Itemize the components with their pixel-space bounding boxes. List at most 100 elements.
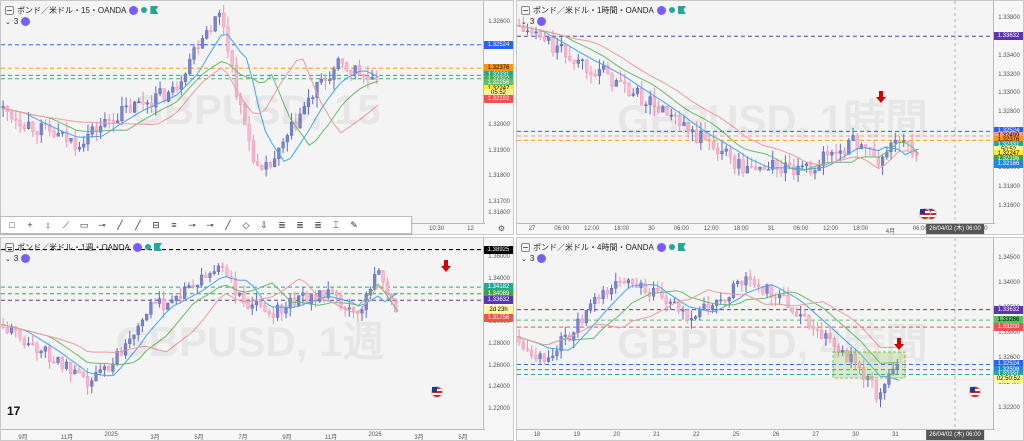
drawing-tool-icon[interactable]: ↕: [45, 220, 51, 230]
drawing-tool-icon[interactable]: ⊸: [188, 219, 196, 230]
drawing-tool-icon[interactable]: ⊸: [98, 219, 106, 230]
chart-canvas-1h[interactable]: [517, 1, 995, 225]
indicator-count[interactable]: 3: [13, 254, 19, 263]
time-axis[interactable]: 9月 11月 2025 3月 5月 7月 9月 11月 2026 3月 5月: [1, 429, 485, 440]
candle: [807, 315, 811, 328]
chart-pane-15m[interactable]: GBPUSD, 15 ポンド／米ドル・15・OANDA ⌄ 3 1.32600 1…: [0, 0, 514, 235]
symbol-title[interactable]: ポンド／米ドル・1時間・OANDA: [533, 5, 654, 15]
time-label: 9月: [282, 435, 292, 441]
indicator-count[interactable]: 3: [13, 17, 19, 26]
chart-pane-4h[interactable]: GBPUSD, 4時間 ポンド／米ドル・4時間・OANDA ⌄ 3 1.3450…: [516, 237, 1024, 441]
price-tag: 2d 23h: [484, 306, 513, 315]
time-axis[interactable]: 27 06:00 12:00 18:00 30 06:00 12:00 18:00 31 06:0…: [517, 223, 995, 234]
candle: [149, 301, 153, 315]
price-axis[interactable]: 1.345001.340001.335001.330001.326001.324…: [993, 238, 1023, 440]
candle: [5, 327, 9, 334]
candle: [711, 141, 716, 149]
flag-icon[interactable]: [153, 243, 162, 251]
chart-header[interactable]: ポンド／米ドル・15・OANDA: [5, 3, 159, 17]
flag-icon[interactable]: [150, 6, 159, 14]
drawing-tool-icon[interactable]: +: [27, 220, 33, 230]
candle: [589, 72, 593, 75]
drawing-toolbar[interactable]: □ + ↕ ⟋ ▭ ⊸ ╱ ╱ ⊟ ≡ ⊸ ⊸ ╱ ◇ ⇩ ≣ ≣ ≣ ⌶ ✎: [0, 216, 412, 234]
chevron-down-icon[interactable]: ⌄: [5, 255, 11, 263]
chart-canvas-4h[interactable]: [517, 238, 995, 431]
candle: [593, 74, 597, 77]
candle: [349, 70, 353, 74]
candle: [60, 357, 64, 369]
compare-icon[interactable]: [5, 242, 14, 252]
candle: [661, 106, 665, 113]
chevron-down-icon[interactable]: ⌄: [521, 18, 527, 26]
symbol-title[interactable]: ポンド／米ドル・1週・OANDA: [17, 242, 130, 252]
chart-header[interactable]: ポンド／米ドル・1時間・OANDA: [521, 3, 686, 17]
price-axis[interactable]: 1.326001.324001.322001.321001.320001.319…: [483, 1, 513, 234]
price-axis[interactable]: 1.360001.340001.320001.300001.280001.260…: [483, 238, 513, 440]
compare-icon[interactable]: [521, 5, 530, 15]
indicator-count[interactable]: 3: [529, 254, 535, 263]
candle: [123, 343, 128, 356]
candle: [275, 304, 280, 318]
drawing-tool-icon[interactable]: □: [9, 220, 15, 230]
price-tag: 1.32166: [994, 160, 1023, 169]
price-tag: 1.33286: [994, 316, 1023, 325]
candle: [769, 284, 773, 298]
drawing-tool-icon[interactable]: ╱: [225, 219, 231, 230]
chart-pane-1h[interactable]: GBPUSD, 1時間 ポンド／米ドル・1時間・OANDA ⌄ 3 1.3380…: [516, 0, 1024, 235]
candle: [157, 298, 161, 304]
candle: [593, 296, 597, 305]
drawing-tool-icon[interactable]: ⇩: [260, 219, 268, 230]
drawing-tool-icon[interactable]: ╱: [117, 219, 123, 230]
chevron-down-icon[interactable]: ⌄: [5, 18, 11, 26]
price-axis[interactable]: 1.338001.336001.334001.332001.330001.328…: [993, 1, 1023, 234]
drawing-tool-icon[interactable]: ≣: [296, 219, 304, 230]
candle: [741, 159, 745, 174]
chevron-down-icon[interactable]: ⌄: [521, 255, 527, 263]
indicator-count[interactable]: 3: [529, 17, 535, 26]
flag-icon[interactable]: [677, 243, 686, 251]
drawing-tool-icon[interactable]: ≡: [171, 220, 177, 230]
indicator-row[interactable]: ⌄ 3: [5, 17, 31, 26]
drawing-tool-icon[interactable]: ╱: [135, 219, 141, 230]
time-label: 12: [467, 226, 474, 232]
candle: [914, 153, 919, 156]
drawing-tool-icon[interactable]: ◇: [242, 219, 250, 230]
flag-us-icon[interactable]: [919, 208, 931, 220]
drawing-tool-icon[interactable]: ✎: [350, 219, 358, 230]
chart-canvas-1w[interactable]: [1, 238, 485, 431]
indicator-row[interactable]: ⌄ 3: [5, 254, 31, 263]
drawing-tool-icon[interactable]: ⊟: [152, 219, 160, 230]
symbol-title[interactable]: ポンド／米ドル・15・OANDA: [17, 5, 127, 15]
flag-us-icon[interactable]: [969, 386, 981, 398]
chart-header[interactable]: ポンド／米ドル・4時間・OANDA: [521, 240, 686, 254]
drawing-tool-icon[interactable]: ⟋: [62, 219, 70, 230]
drawing-tool-icon[interactable]: ⌶: [333, 219, 339, 230]
price-tag: 1.32196: [994, 155, 1023, 164]
drawing-tool-icon[interactable]: ≣: [278, 219, 286, 230]
candle: [748, 276, 752, 280]
indicator-row[interactable]: ⌄ 3: [521, 17, 547, 26]
candle: [230, 50, 234, 67]
price-label: 1.32600: [998, 354, 1020, 361]
candle: [323, 78, 328, 81]
drawing-tool-icon[interactable]: ⊸: [206, 219, 214, 230]
flag-us-icon[interactable]: [431, 386, 443, 398]
gear-icon[interactable]: ⚙: [497, 224, 505, 233]
candle: [47, 346, 52, 363]
drawing-tool-icon[interactable]: ≣: [314, 219, 322, 230]
chart-canvas-15m[interactable]: [1, 1, 485, 225]
logo-icon: [656, 242, 666, 252]
tradingview-logo[interactable]: 17: [7, 404, 21, 418]
indicator-row[interactable]: ⌄ 3: [521, 254, 547, 263]
chart-header[interactable]: ポンド／米ドル・1週・OANDA: [5, 240, 162, 254]
time-axis[interactable]: 181920212225262730314月426/04/02 (木) 06:0…: [517, 429, 995, 440]
candle: [876, 156, 880, 166]
chart-pane-1w[interactable]: GBPUSD, 1週 ポンド／米ドル・1週・OANDA ⌄ 3 17 1.360…: [0, 237, 514, 441]
drawing-tool-icon[interactable]: ▭: [79, 219, 89, 230]
symbol-title[interactable]: ポンド／米ドル・4時間・OANDA: [533, 242, 654, 252]
compare-icon[interactable]: [5, 5, 14, 15]
candle: [82, 143, 86, 148]
zone-rectangle[interactable]: [832, 351, 906, 379]
flag-icon[interactable]: [677, 6, 686, 14]
compare-icon[interactable]: [521, 242, 530, 252]
